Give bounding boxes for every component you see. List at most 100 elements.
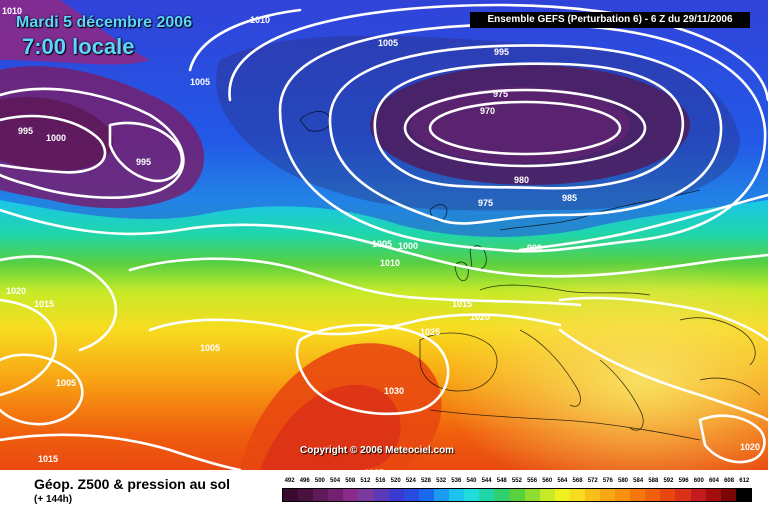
scale-value: 524 [405,478,416,484]
isobar-label: 990 [527,243,542,253]
scale-value: 508 [345,478,356,484]
forecast-time: 7:00 locale [22,34,135,59]
scale-value: 592 [663,478,674,484]
isobar-label: 1015 [34,299,54,309]
isobar-label: 995 [136,157,151,167]
scale-swatch [433,489,450,501]
isobar-label: 995 [494,47,509,57]
scale-value: 564 [557,478,568,484]
scale-swatch [554,489,570,501]
scale-value: 536 [451,478,462,484]
scale-swatch [720,489,736,501]
isobar-labels: 1010 1010 1005 995 1005 975 970 995 1000 995 980 98… [2,6,760,470]
scale-value: 512 [360,478,371,484]
scale-swatch [283,489,299,501]
scale-swatch [584,489,600,501]
scale-swatch [539,489,555,501]
scale-value: 612 [739,478,750,484]
scale-value: 556 [527,478,538,484]
scale-value: 548 [496,478,507,484]
weather-map: 1010 1010 1005 995 1005 975 970 995 1000 995 980 98… [0,0,768,470]
scale-value: 532 [436,478,447,484]
isobar-label: 970 [480,106,495,116]
copyright-text: Copyright © 2006 Meteociel.com [300,445,455,456]
scale-swatch [705,489,721,501]
scale-swatch [418,489,434,501]
isobars [0,3,768,470]
scale-value: 596 [678,478,689,484]
scale-swatch [615,489,631,501]
isobar-label: 1005 [200,343,220,353]
scale-value: 528 [420,478,431,484]
scale-value: 608 [724,478,735,484]
scale-swatch [373,489,389,501]
isobar-label: 1010 [250,15,270,25]
isobar-label: 995 [18,126,33,136]
isobar-label: 1005 [190,77,210,87]
scale-value: 504 [330,478,341,484]
scale-swatch [403,489,419,501]
caption-title: Géop. Z500 & pression au sol [34,476,231,492]
isobar-label: 985 [562,193,577,203]
isobar-label: 1010 [2,6,22,16]
isobar-label: 1025 [364,468,384,470]
scale-swatch [479,489,495,501]
scale-value: 604 [708,478,719,484]
color-scale-bar [282,488,752,502]
atlantic-high-core [260,384,401,470]
scale-value: 520 [390,478,401,484]
model-run-label: Ensemble GEFS (Perturbation 6) - 6 Z du … [470,12,750,28]
scale-value: 500 [314,478,325,484]
western-low-edge [0,0,150,65]
isobar-label: 1005 [372,239,392,249]
scale-value: 560 [542,478,553,484]
isobar-label: 1020 [6,286,26,296]
isobar-label: 1005 [378,38,398,48]
caption-subtitle: (+ 144h) [34,494,73,505]
scale-swatch [328,489,344,501]
isobar-label: 975 [493,89,508,99]
scale-value: 580 [618,478,629,484]
scale-swatch [690,489,706,501]
scale-swatch [494,489,510,501]
scale-value: 584 [633,478,644,484]
scale-swatch [449,489,465,501]
isobar-label: 1025 [420,327,440,337]
scale-swatch [313,489,329,501]
isobar-label: 1020 [740,442,760,452]
scale-swatch [660,489,676,501]
scale-value: 588 [648,478,659,484]
isobar-label: 975 [478,198,493,208]
scale-value: 568 [572,478,583,484]
isobar-label: 1015 [38,454,58,464]
scale-value: 576 [602,478,613,484]
scale-value: 552 [511,478,522,484]
isobar-label: 1000 [46,133,66,143]
scale-swatch [298,489,314,501]
scale-value: 496 [299,478,310,484]
scale-value: 544 [481,478,492,484]
scale-swatch [509,489,525,501]
scale-value: 572 [587,478,598,484]
scale-value: 600 [693,478,704,484]
color-scale-labels: 492 496 500 504 508 512 516 520 524 528 532 536 540 5… [282,478,752,484]
scale-swatch [343,489,359,501]
scale-swatch [675,489,691,501]
scale-value: 540 [466,478,477,484]
scale-swatch [645,489,661,501]
isobar-label: 1015 [452,299,472,309]
isobar-label: 1030 [384,386,404,396]
scale-value: 492 [284,478,295,484]
scale-swatch [569,489,585,501]
isobar-label: 1000 [398,241,418,251]
scale-swatch [735,489,751,501]
isobar-label: 980 [514,175,529,185]
scale-swatch [630,489,646,501]
forecast-date: Mardi 5 décembre 2006 [16,14,193,31]
scale-swatch [599,489,616,501]
scale-swatch [524,489,540,501]
legend-band: Géop. Z500 & pression au sol (+ 144h) 49… [0,470,768,512]
isobar-label: 1020 [470,312,490,322]
isobar-label: 1010 [380,258,400,268]
